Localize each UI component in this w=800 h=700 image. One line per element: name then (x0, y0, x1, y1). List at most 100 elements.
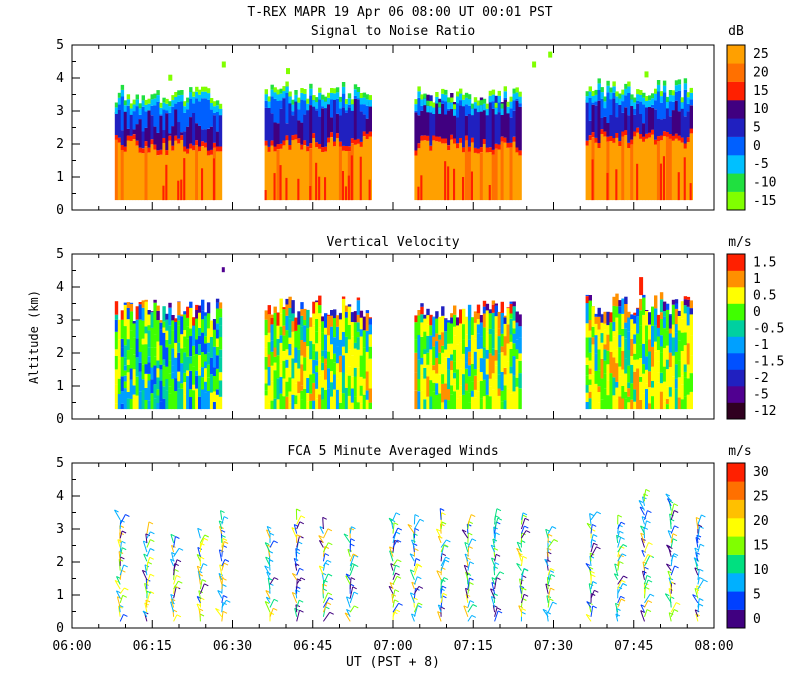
velocity-cell (426, 396, 430, 410)
snr-cell (497, 95, 501, 103)
wind-barb (697, 577, 700, 585)
velocity-cell (285, 315, 289, 331)
velocity-cell (435, 394, 439, 410)
snr-cell (162, 109, 166, 131)
velocity-cell (192, 355, 196, 367)
wind-barb (667, 530, 672, 539)
wind-barb (409, 553, 415, 562)
snr-cell (659, 135, 664, 141)
velocity-cell (273, 398, 277, 410)
wind-barb (118, 606, 121, 617)
velocity-cell (588, 300, 592, 320)
velocity-cell (180, 388, 184, 410)
velocity-cell (594, 323, 598, 336)
velocity-cell (665, 345, 670, 360)
snr-cell (689, 87, 693, 93)
snr-cell (671, 101, 676, 111)
velocity-cell (294, 383, 298, 396)
velocity-cell (309, 400, 313, 410)
velocity-cell (279, 342, 283, 364)
velocity-cell (456, 369, 460, 390)
snr-cell (651, 129, 655, 135)
velocity-cell (447, 320, 451, 323)
velocity-cell (441, 374, 445, 384)
velocity-cell (518, 314, 522, 327)
wind-barb-flag (441, 585, 447, 589)
snr-cell (315, 108, 319, 111)
snr-cell (503, 99, 507, 138)
wind-barb-flag (300, 515, 306, 519)
velocity-cell (429, 349, 433, 363)
snr-cell (359, 142, 364, 147)
wind-barb (494, 607, 498, 617)
snr-cell (206, 155, 211, 201)
wind-barb (697, 598, 700, 608)
velocity-cell (585, 296, 589, 304)
velocity-cell (659, 319, 664, 336)
snr-cell (195, 123, 199, 141)
velocity-cell (450, 313, 454, 318)
wind-barb-flag (349, 527, 355, 531)
velocity-cell (129, 368, 134, 380)
wind-barb (518, 552, 522, 562)
wind-barb (585, 614, 592, 622)
velocity-cell (668, 315, 673, 329)
x-tick-label: 07:00 (373, 639, 412, 654)
velocity-cell (630, 383, 634, 400)
velocity-cell (341, 346, 346, 356)
velocity-cell (174, 318, 178, 322)
velocity-cell (135, 395, 139, 410)
velocity-cell (330, 382, 334, 397)
velocity-cell (321, 399, 325, 410)
snr-cell (318, 116, 322, 144)
wind-barb (264, 565, 271, 576)
wind-barb-flag (674, 565, 679, 569)
velocity-cell (662, 401, 667, 410)
velocity-cell (689, 391, 693, 410)
velocity-cell (126, 372, 131, 392)
velocity-cell (312, 313, 316, 326)
snr-cell (209, 154, 214, 201)
snr-cell (677, 90, 682, 112)
wind-barb-flag (325, 606, 330, 610)
wind-barb (198, 590, 201, 599)
snr-cell (459, 93, 463, 101)
velocity-cell (291, 313, 295, 322)
velocity-cell (603, 374, 607, 389)
snr-cell (264, 100, 268, 108)
wind-barb (440, 593, 444, 603)
snr-cell (441, 93, 445, 101)
velocity-cell (189, 370, 193, 390)
velocity-cell (347, 395, 352, 410)
velocity-cell (291, 338, 295, 349)
velocity-cell (618, 313, 622, 335)
snr-cell (294, 134, 298, 140)
wind-barb-flag (699, 576, 704, 580)
wind-barb (409, 592, 415, 604)
wind-barb (491, 577, 496, 585)
snr-cell (414, 155, 418, 201)
velocity-cell (488, 334, 493, 354)
velocity-cell (204, 361, 208, 369)
colorbar-swatch (727, 254, 745, 271)
velocity-cell (612, 357, 616, 378)
velocity-cell (509, 334, 513, 342)
snr-cell (368, 179, 371, 201)
velocity-cell (417, 310, 421, 316)
snr-cell (636, 89, 640, 95)
velocity-cell (341, 372, 346, 394)
velocity-cell (491, 312, 496, 330)
snr-cell (515, 92, 519, 99)
velocity-cell (588, 337, 592, 353)
colorbar-label: -1.5 (753, 354, 784, 369)
snr-cell (470, 107, 475, 138)
wind-barb (493, 566, 496, 576)
snr-cell (362, 131, 367, 137)
velocity-cell (476, 324, 481, 334)
panel-title: Signal to Noise Ratio (311, 24, 475, 39)
velocity-cell (500, 346, 504, 353)
velocity-cell (630, 329, 634, 339)
wind-barb-flag (175, 536, 180, 539)
snr-cell (588, 86, 592, 92)
snr-cell (464, 140, 469, 201)
